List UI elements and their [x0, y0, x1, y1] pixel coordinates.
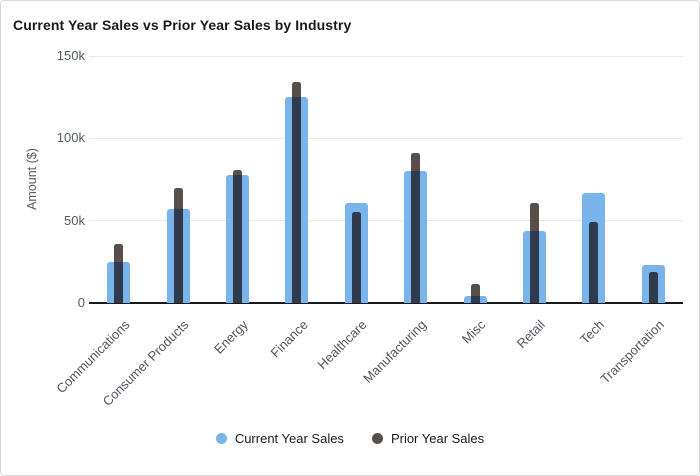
bar-prior[interactable] [411, 153, 421, 303]
x-axis-label: Finance [267, 317, 311, 361]
x-axis-label: Retail [513, 317, 549, 352]
bar-prior[interactable] [470, 284, 480, 303]
bar-prior[interactable] [233, 170, 242, 303]
chart-title: Current Year Sales vs Prior Year Sales b… [13, 17, 352, 33]
bar-prior[interactable] [530, 203, 539, 303]
x-axis-label: Tech [577, 317, 608, 348]
legend-label-current: Current Year Sales [234, 430, 344, 446]
bar-prior[interactable] [351, 212, 361, 303]
legend-item-current-year-sales[interactable]: Current Year Sales [215, 430, 344, 446]
legend-swatch-prior [371, 432, 383, 444]
bar-prior[interactable] [173, 188, 183, 303]
gridline [89, 137, 683, 139]
legend: Current Year Sales Prior Year Sales [1, 428, 699, 448]
legend-swatch-current [215, 432, 227, 444]
y-tick-label: 0 [77, 295, 85, 310]
bar-prior[interactable] [114, 244, 124, 303]
x-axis-label: Misc [459, 317, 489, 347]
x-axis-label: Manufacturing [360, 317, 430, 386]
x-axis-label: Healthcare [314, 317, 370, 373]
gridline [89, 55, 683, 57]
legend-label-prior: Prior Year Sales [390, 430, 485, 446]
bar-prior[interactable] [648, 272, 658, 303]
bar-prior[interactable] [589, 222, 599, 303]
y-axis-title: Amount ($) [25, 148, 39, 210]
y-tick-label: 150k [56, 48, 85, 63]
bar-prior[interactable] [292, 82, 302, 303]
gridline [89, 220, 683, 222]
legend-item-prior-year-sales[interactable]: Prior Year Sales [371, 430, 485, 446]
x-axis-label: Energy [211, 317, 252, 357]
x-axis-label: Transportation [597, 317, 667, 387]
y-tick-label: 100k [56, 130, 85, 146]
y-tick-label: 50k [64, 212, 85, 228]
x-axis-line [89, 302, 683, 304]
